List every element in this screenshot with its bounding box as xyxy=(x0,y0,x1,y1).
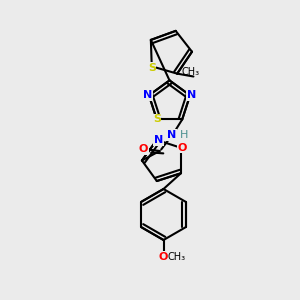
Text: N: N xyxy=(187,90,196,100)
Text: O: O xyxy=(139,145,148,154)
Text: CH₃: CH₃ xyxy=(167,251,185,262)
Text: N: N xyxy=(143,90,152,100)
Text: N: N xyxy=(154,135,163,145)
Text: N: N xyxy=(167,130,176,140)
Text: O: O xyxy=(178,143,187,153)
Text: S: S xyxy=(148,63,156,73)
Text: CH₃: CH₃ xyxy=(182,67,200,77)
Text: S: S xyxy=(153,115,161,124)
Text: O: O xyxy=(159,251,168,262)
Text: H: H xyxy=(180,130,188,140)
